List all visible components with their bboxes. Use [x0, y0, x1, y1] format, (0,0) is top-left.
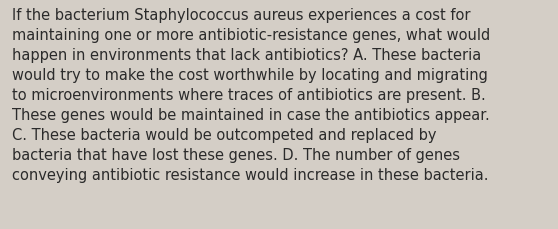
- Text: If the bacterium Staphylococcus aureus experiences a cost for
maintaining one or: If the bacterium Staphylococcus aureus e…: [12, 8, 490, 183]
